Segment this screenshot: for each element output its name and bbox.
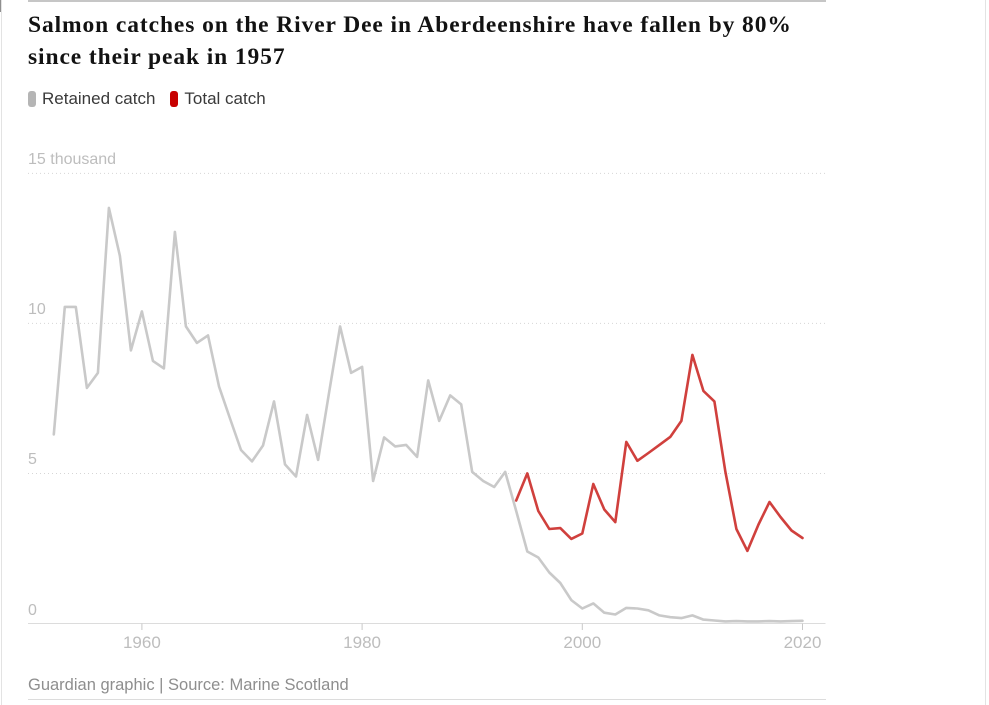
y-axis-label-0: 0	[28, 601, 37, 619]
x-axis-label-1980: 1980	[343, 632, 382, 652]
bottom-rule	[28, 699, 826, 700]
legend-item-total-catch: Total catch	[170, 89, 266, 108]
legend-label-total-catch: Total catch	[184, 89, 266, 108]
y-axis-label-5: 5	[28, 451, 37, 469]
total-catch-swatch-icon	[170, 91, 179, 107]
right-border-line	[985, 0, 986, 705]
legend-item-retained-catch: Retained catch	[28, 90, 155, 108]
x-axis-label-2020: 2020	[783, 632, 822, 652]
chart-title: Salmon catches on the River Dee in Aberd…	[28, 12, 792, 70]
y-axis-label-10: 10	[28, 301, 46, 319]
legend-label-retained-catch: Retained catch	[42, 89, 156, 108]
retained-catch-swatch-icon	[28, 91, 36, 107]
y-axis-label-15: 15 thousand	[28, 151, 117, 169]
series-line-total-catch	[514, 353, 804, 553]
x-axis-label-2000: 2000	[563, 632, 602, 652]
x-axis-label-1960: 1960	[122, 632, 161, 652]
series-line-retained-catch	[52, 206, 804, 623]
legend: Retained catch Total catch	[28, 89, 266, 109]
source-credit: Guardian graphic | Source: Marine Scotla…	[28, 676, 349, 694]
top-rule	[28, 0, 826, 2]
left-border-line	[1, 0, 2, 705]
